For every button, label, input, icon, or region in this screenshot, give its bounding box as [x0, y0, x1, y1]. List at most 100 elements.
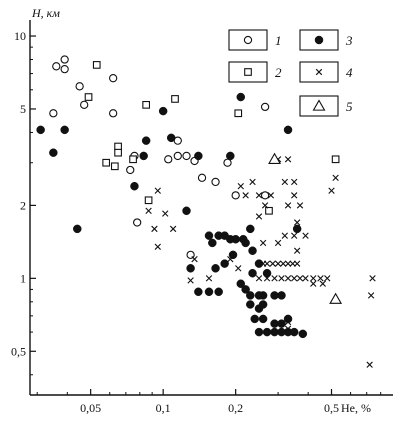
point-cross — [278, 275, 285, 282]
point-filled-circle — [226, 151, 235, 161]
point-cross — [291, 275, 298, 282]
point-open-square — [129, 155, 137, 164]
point-cross — [154, 243, 161, 250]
point-filled-circle — [141, 136, 151, 145]
point-cross — [310, 275, 317, 282]
point-open-square — [142, 100, 151, 109]
point-open-square — [84, 93, 93, 101]
point-filled-circle — [246, 300, 255, 309]
point-filled-circle — [241, 285, 250, 294]
y-tick-label: 2 — [20, 198, 26, 212]
point-cross — [169, 225, 177, 233]
point-filled-circle — [246, 224, 255, 234]
x-tick-label: 0,2 — [228, 401, 243, 415]
legend-label: 3 — [345, 33, 353, 48]
point-cross — [296, 202, 304, 209]
point-filled-circle — [254, 327, 264, 337]
point-cross — [293, 219, 301, 226]
point-filled-circle — [283, 314, 293, 324]
legend-marker-open-circle — [243, 35, 253, 45]
point-open-square — [102, 158, 111, 167]
point-filled-circle — [298, 329, 308, 339]
point-cross — [263, 275, 271, 282]
point-cross — [259, 239, 267, 247]
point-filled-circle — [258, 314, 268, 324]
point-cross — [281, 178, 289, 186]
point-open-circle — [260, 102, 270, 112]
point-filled-circle — [228, 250, 238, 260]
point-open-circle — [231, 191, 240, 200]
point-cross — [187, 277, 194, 284]
point-open-circle — [126, 165, 135, 175]
x-ticks: 0,05 0,1 0,2 0,5 — [36, 389, 382, 415]
point-filled-circle — [277, 319, 286, 328]
x-axis-title: He, % — [341, 401, 371, 415]
point-cross — [284, 275, 292, 282]
point-cross — [269, 260, 276, 267]
point-filled-circle — [231, 234, 240, 244]
point-filled-circle — [139, 151, 148, 161]
x-tick-label: 0,1 — [156, 401, 171, 415]
point-open-circle — [164, 155, 173, 164]
point-cross — [227, 255, 234, 263]
data-points — [36, 55, 376, 368]
point-filled-circle — [194, 287, 203, 297]
point-filled-circle — [208, 238, 217, 248]
point-filled-circle — [182, 206, 191, 216]
point-filled-circle — [60, 125, 69, 135]
point-cross — [274, 260, 282, 267]
point-cross — [249, 178, 256, 186]
point-filled-circle — [246, 291, 255, 300]
point-open-circle — [133, 218, 142, 227]
point-open-circle — [182, 151, 191, 161]
point-filled-circle — [254, 259, 264, 268]
point-cross — [274, 239, 282, 247]
point-filled-circle — [194, 151, 203, 161]
point-cross — [145, 207, 152, 214]
point-cross — [151, 225, 158, 233]
point-filled-circle — [283, 125, 293, 135]
point-cross — [328, 187, 335, 194]
point-cross — [302, 232, 309, 239]
legend-marker-open-triangle — [312, 99, 326, 111]
point-filled-circle — [258, 300, 268, 309]
y-tick-label: 1 — [20, 271, 26, 285]
point-open-circle — [60, 55, 69, 64]
point-filled-circle — [258, 291, 268, 300]
point-open-circle — [211, 177, 220, 187]
y-axis-title: H, км — [31, 6, 60, 20]
point-cross — [293, 247, 301, 254]
point-open-circle — [109, 74, 118, 83]
point-cross — [284, 202, 292, 209]
point-open-square — [114, 148, 122, 157]
point-cross — [291, 178, 298, 186]
point-open-triangle — [268, 152, 281, 164]
y-ticks: 0,5 1 2 5 10 — [11, 29, 36, 376]
point-cross — [296, 275, 304, 282]
point-cross — [302, 275, 309, 282]
point-filled-circle — [248, 246, 257, 255]
point-cross — [162, 210, 169, 217]
point-filled-circle — [248, 268, 257, 278]
point-filled-circle — [211, 264, 220, 273]
point-filled-circle — [204, 287, 214, 297]
point-filled-circle — [204, 231, 214, 240]
point-open-circle — [197, 173, 207, 182]
point-cross — [242, 192, 249, 199]
point-cross — [332, 174, 339, 181]
point-filled-circle — [289, 327, 299, 337]
point-cross — [279, 260, 287, 267]
point-filled-circle — [241, 238, 250, 248]
point-cross — [154, 187, 161, 194]
point-cross — [291, 232, 298, 239]
point-filled-circle — [277, 291, 286, 300]
point-open-triangle — [329, 292, 343, 304]
x-tick-label: 0,5 — [324, 401, 339, 415]
legend: 1 2 3 4 5 — [228, 29, 353, 117]
point-filled-circle — [236, 279, 246, 288]
y-tick-label: 5 — [20, 102, 26, 116]
point-cross — [284, 156, 292, 163]
point-cross — [205, 275, 213, 282]
point-open-square — [171, 95, 179, 103]
